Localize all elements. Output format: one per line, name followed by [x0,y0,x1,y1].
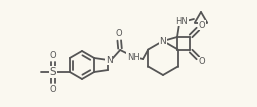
Text: S: S [50,67,56,77]
Text: HN: HN [176,16,188,25]
Text: O: O [50,51,56,59]
Text: O: O [199,21,205,30]
Text: O: O [199,57,205,66]
Text: NH: NH [127,53,140,62]
Text: N: N [106,56,113,65]
Text: O: O [50,85,56,94]
Text: N: N [160,36,166,45]
Text: O: O [116,30,122,39]
